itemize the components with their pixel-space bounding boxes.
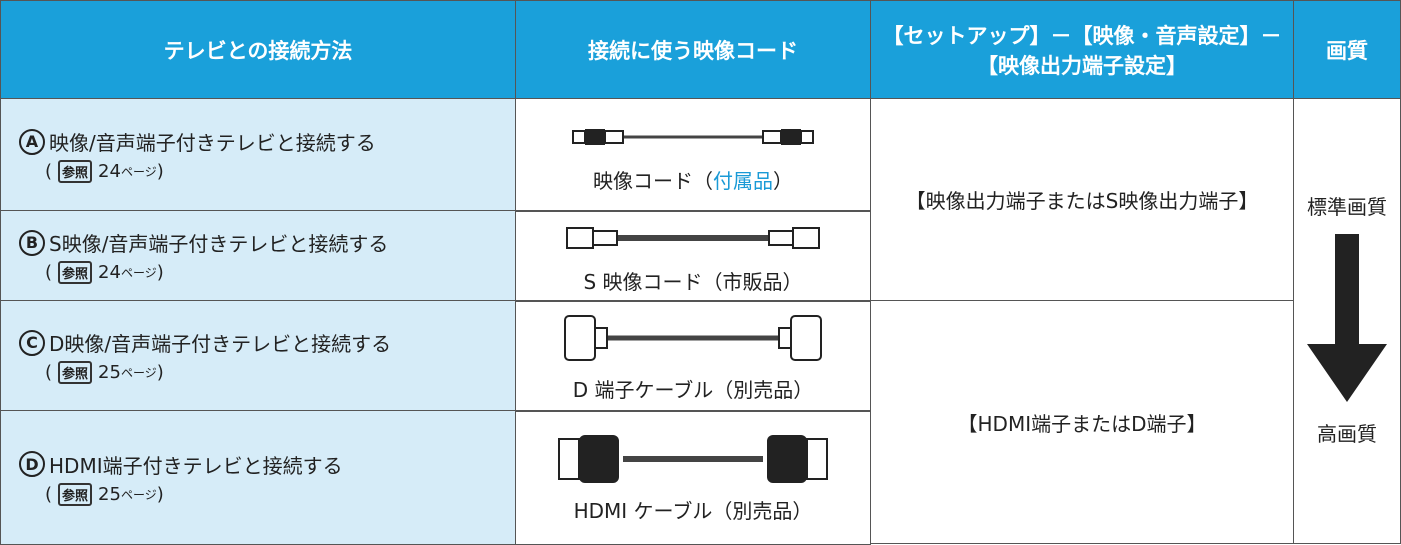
cable-label-part: 付属品	[713, 168, 773, 193]
cable-image	[572, 128, 814, 145]
header-text: 【セットアップ】－【映像・音声設定】－	[882, 23, 1282, 48]
cable-label-part: 映像コード（	[593, 168, 713, 193]
reference: (参照 25 ページ)	[45, 361, 164, 384]
down-arrow	[1307, 234, 1387, 402]
ref-page: 24	[98, 262, 121, 283]
quality-text: 高画質	[1317, 422, 1377, 446]
header-text: 【映像出力端子設定】	[977, 53, 1187, 78]
method-cell: D HDMI端子付きテレビと接続する (参照 25 ページ)	[0, 410, 516, 545]
cable-label: HDMI ケーブル（別売品）	[574, 495, 813, 524]
ref-unit: ページ	[120, 266, 157, 280]
ref-paren: )	[156, 483, 164, 505]
ref-paren: )	[156, 161, 164, 182]
method-line: C D映像/音声端子付きテレビと接続する	[19, 328, 391, 357]
quality-text: 標準画質	[1307, 195, 1387, 219]
reference: (参照 25 ページ)	[45, 482, 164, 506]
cable-label: 映像コード（付属品）	[593, 165, 793, 194]
ref-paren: )	[156, 262, 164, 283]
method-line: B S映像/音声端子付きテレビと接続する	[19, 228, 388, 257]
ref-unit: ページ	[120, 366, 157, 380]
ref-unit: ページ	[120, 165, 157, 179]
letter-badge: A	[19, 128, 45, 155]
ref-paren: )	[156, 362, 164, 383]
ref-icon: 参照	[58, 482, 93, 506]
cable-cell: 映像コード（付属品）	[515, 98, 871, 212]
letter-badge: B	[19, 229, 45, 256]
cable-label: D 端子ケーブル（別売品）	[573, 374, 814, 403]
ref-page: 25	[98, 483, 121, 505]
reference: (参照 24 ページ)	[45, 160, 164, 183]
ref-unit: ページ	[120, 487, 157, 502]
ref-icon: 参照	[58, 160, 93, 183]
method-line: D HDMI端子付きテレビと接続する	[19, 450, 343, 479]
cable-cell: D 端子ケーブル（別売品）	[515, 300, 871, 412]
cable-cell: S 映像コード（市販品）	[515, 210, 871, 302]
header-cell: 接続に使う映像コード	[515, 0, 871, 99]
cable-label: S 映像コード（市販品）	[583, 266, 802, 295]
quality-cell: 標準画質 高画質	[1293, 98, 1401, 544]
reference: (参照 24 ページ)	[45, 261, 164, 284]
cable-label-part: HDMI ケーブル（別売品）	[573, 499, 813, 523]
ref-paren: (	[45, 483, 53, 505]
setting-text: 【HDMI端子またはD端子】	[957, 411, 1207, 436]
method-line: A 映像/音声端子付きテレビと接続する	[19, 127, 376, 156]
ref-page: 24	[98, 161, 121, 182]
letter-badge: D	[19, 451, 45, 477]
header-cell: テレビとの接続方法	[0, 0, 516, 99]
header-text: テレビとの接続方法	[163, 38, 353, 63]
ref-paren: (	[45, 362, 53, 383]
method-title: S映像/音声端子付きテレビと接続する	[49, 232, 389, 256]
header-text: 接続に使う映像コード	[588, 38, 798, 63]
method-cell: C D映像/音声端子付きテレビと接続する (参照 25 ページ)	[0, 300, 516, 412]
setting-cell: 【映像出力端子またはS映像出力端子】	[870, 98, 1294, 301]
ref-icon: 参照	[58, 361, 93, 384]
setting-text: 【映像出力端子またはS映像出力端子】	[905, 189, 1259, 213]
header-cell: 【セットアップ】－【映像・音声設定】－ 【映像出力端子設定】	[870, 0, 1294, 99]
method-title: HDMI端子付きテレビと接続する	[49, 453, 343, 478]
setting-cell: 【HDMI端子またはD端子】	[870, 300, 1294, 544]
ref-page: 25	[98, 362, 121, 383]
ref-paren: (	[45, 161, 53, 182]
cable-cell: HDMI ケーブル（別売品）	[515, 410, 871, 545]
method-cell: A 映像/音声端子付きテレビと接続する (参照 24 ページ)	[0, 98, 516, 212]
ref-paren: (	[45, 262, 53, 283]
cable-label-part: S 映像コード（市販品）	[583, 269, 803, 294]
header-text: 画質	[1326, 38, 1368, 63]
method-title: 映像/音声端子付きテレビと接続する	[49, 131, 376, 155]
cable-label-part: ）	[773, 168, 793, 193]
cable-image	[566, 226, 820, 249]
header-cell: 画質	[1293, 0, 1401, 99]
method-title: D映像/音声端子付きテレビと接続する	[49, 332, 392, 356]
letter-badge: C	[19, 329, 45, 356]
cable-image	[564, 314, 822, 361]
cable-label-part: D 端子ケーブル（別売品）	[572, 377, 814, 402]
cable-image	[558, 435, 828, 483]
method-cell: B S映像/音声端子付きテレビと接続する (参照 24 ページ)	[0, 210, 516, 302]
ref-icon: 参照	[58, 261, 93, 284]
